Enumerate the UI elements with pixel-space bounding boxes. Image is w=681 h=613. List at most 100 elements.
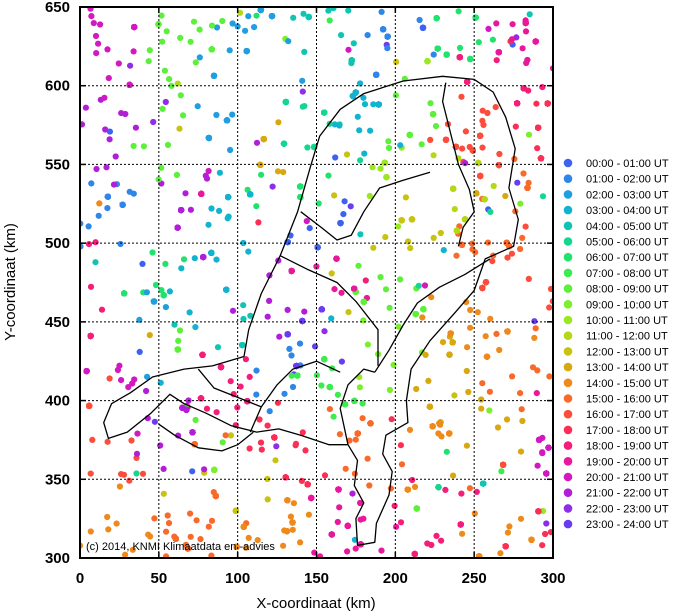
strike-point bbox=[246, 373, 253, 380]
strike-point bbox=[458, 93, 465, 100]
strike-point bbox=[303, 218, 310, 225]
strike-point bbox=[106, 136, 113, 143]
strike-point bbox=[85, 241, 93, 248]
strike-point bbox=[104, 205, 111, 212]
strike-point bbox=[462, 128, 469, 135]
strike-point bbox=[547, 529, 553, 536]
strike-point bbox=[343, 151, 351, 158]
strike-point bbox=[405, 238, 412, 245]
strike-point bbox=[298, 477, 305, 484]
strike-point bbox=[246, 445, 253, 452]
strike-point bbox=[110, 181, 118, 188]
strike-point bbox=[345, 46, 352, 53]
strike-point bbox=[482, 333, 489, 340]
strike-point bbox=[508, 373, 516, 380]
strike-point bbox=[459, 145, 466, 152]
strike-point bbox=[213, 409, 220, 416]
strike-point bbox=[450, 472, 457, 479]
strike-point bbox=[175, 337, 182, 344]
strike-point bbox=[345, 309, 352, 316]
strike-point bbox=[253, 12, 260, 19]
strike-point bbox=[208, 517, 216, 524]
strike-point bbox=[192, 324, 199, 331]
strike-point bbox=[338, 358, 345, 365]
strike-point bbox=[242, 356, 249, 363]
strike-point bbox=[281, 390, 288, 397]
strike-point bbox=[289, 526, 296, 533]
strike-point bbox=[525, 179, 532, 186]
strike-point bbox=[136, 348, 143, 355]
strike-point bbox=[504, 529, 511, 536]
strike-point bbox=[112, 153, 119, 160]
strike-point bbox=[104, 513, 111, 521]
strike-point bbox=[478, 396, 485, 403]
strike-point bbox=[143, 387, 150, 395]
strike-point bbox=[92, 259, 99, 266]
strike-point bbox=[209, 22, 216, 29]
strike-point bbox=[419, 314, 426, 321]
strike-point bbox=[229, 111, 236, 118]
strike-point bbox=[466, 485, 473, 492]
strike-point bbox=[213, 111, 220, 119]
strike-point bbox=[520, 170, 527, 177]
strike-point bbox=[439, 339, 447, 346]
strike-point bbox=[484, 109, 491, 117]
strike-point bbox=[517, 515, 525, 522]
strike-point bbox=[285, 38, 292, 45]
strike-point bbox=[517, 200, 524, 207]
strike-point bbox=[133, 470, 140, 477]
strike-point bbox=[338, 289, 345, 296]
strike-point bbox=[275, 119, 282, 126]
strike-point bbox=[165, 520, 173, 527]
strike-point bbox=[330, 7, 337, 12]
strike-point bbox=[459, 530, 466, 537]
strike-point bbox=[512, 123, 519, 130]
strike-point bbox=[524, 56, 531, 64]
strike-point bbox=[413, 385, 420, 393]
strike-point bbox=[96, 200, 103, 207]
strike-point bbox=[97, 21, 104, 28]
strike-point bbox=[150, 118, 157, 126]
strike-point bbox=[359, 415, 366, 422]
strike-point bbox=[355, 262, 362, 269]
strike-point bbox=[514, 179, 521, 186]
strike-point bbox=[485, 25, 492, 32]
strike-point bbox=[219, 439, 226, 446]
strike-point bbox=[366, 482, 373, 489]
strike-point bbox=[87, 528, 94, 535]
strike-point bbox=[126, 477, 133, 484]
strike-point bbox=[479, 380, 486, 387]
strike-point bbox=[525, 131, 533, 138]
strike-point bbox=[422, 351, 429, 358]
strike-point bbox=[364, 31, 371, 39]
strike-point bbox=[402, 194, 409, 201]
strike-point bbox=[367, 127, 374, 134]
strike-point bbox=[391, 502, 398, 509]
strike-point bbox=[245, 534, 252, 542]
strike-point bbox=[378, 547, 385, 554]
strike-point bbox=[224, 215, 231, 222]
strike-point bbox=[486, 407, 493, 414]
strike-point bbox=[244, 186, 251, 193]
strike-point bbox=[440, 247, 447, 254]
strike-point bbox=[208, 205, 215, 212]
strike-point bbox=[539, 84, 546, 91]
strike-point bbox=[113, 520, 120, 527]
strike-point bbox=[140, 143, 147, 150]
strike-point bbox=[118, 471, 125, 478]
strike-point bbox=[214, 344, 222, 351]
strike-point bbox=[316, 553, 324, 558]
strike-point bbox=[437, 229, 444, 237]
strike-point bbox=[88, 13, 95, 20]
strike-point bbox=[163, 553, 170, 558]
strike-point bbox=[490, 182, 497, 190]
strike-point bbox=[301, 308, 308, 315]
strike-point bbox=[229, 20, 236, 27]
strike-point bbox=[189, 468, 196, 475]
strike-point bbox=[345, 7, 352, 14]
strike-point bbox=[361, 150, 368, 157]
strike-point bbox=[349, 490, 356, 497]
strike-point bbox=[397, 142, 404, 149]
strike-point bbox=[300, 10, 307, 17]
strike-point bbox=[473, 488, 480, 495]
